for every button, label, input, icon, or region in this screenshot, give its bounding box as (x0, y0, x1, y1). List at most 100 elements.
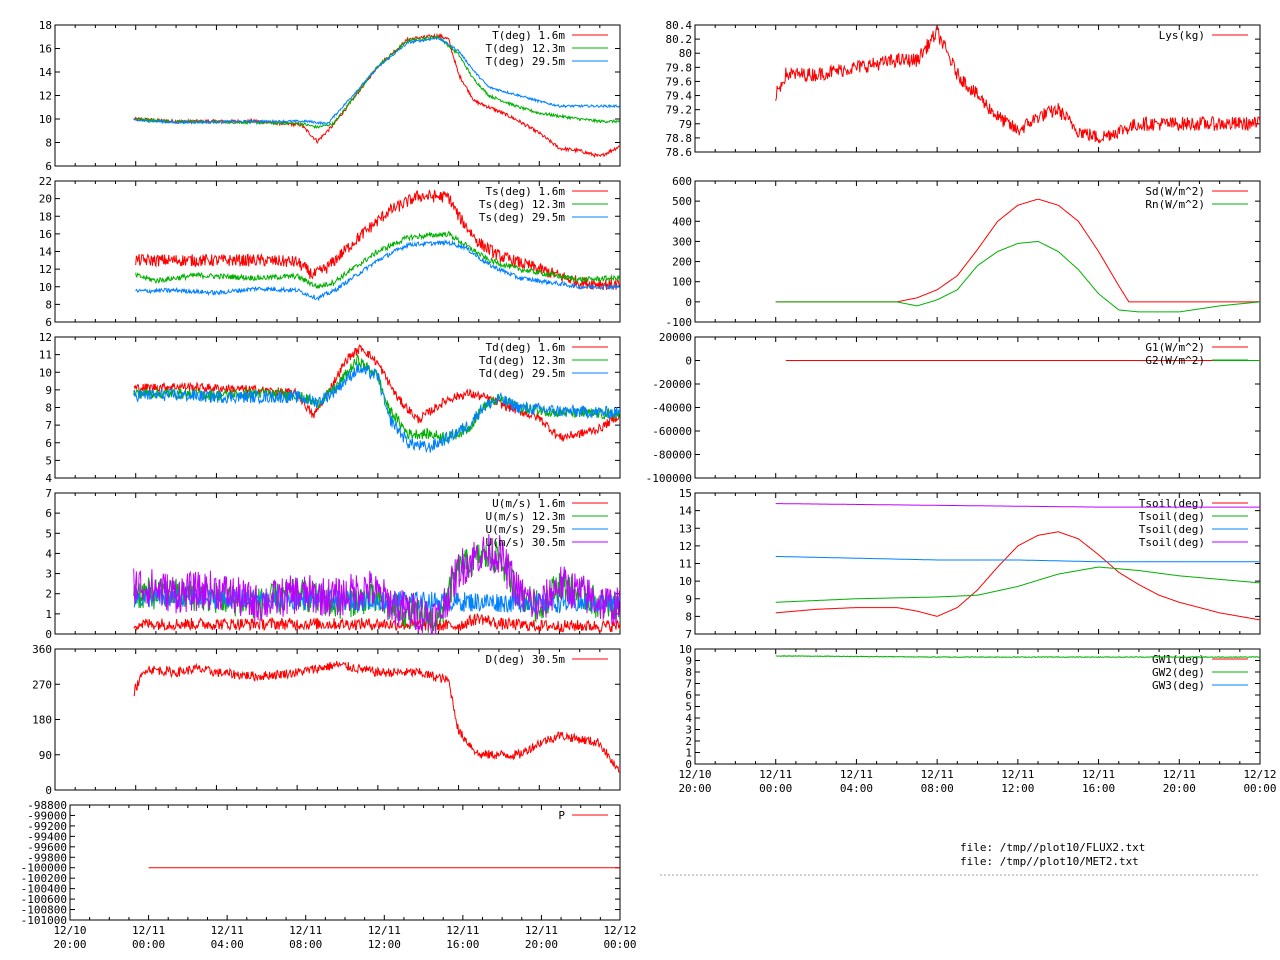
y-tick-label: 7 (685, 678, 692, 691)
x-tick-label: 12/11 (1163, 768, 1196, 781)
y-tick-label: 300 (672, 235, 692, 248)
panel-p: -101000-100800-100600-100400-100200-1000… (21, 799, 637, 951)
y-tick-label: 180 (32, 714, 52, 727)
x-tick-label: 20:00 (678, 782, 711, 795)
y-tick-label: 79 (679, 118, 692, 131)
legend-label: Ts(deg) 12.3m (479, 198, 565, 211)
y-tick-label: 1 (45, 608, 52, 621)
y-tick-label: 6 (685, 689, 692, 702)
legend-label: U(m/s) 30.5m (486, 536, 566, 549)
series-line-u-3 (133, 533, 620, 634)
x-tick-label: 00:00 (132, 938, 165, 951)
y-tick-label: -99200 (27, 820, 67, 833)
y-tick-label: 14 (679, 505, 693, 518)
legend-label: Tsoil(deg) (1139, 497, 1205, 510)
panel-d: 0 90 180 270 360 D(deg) 30.5m (32, 643, 621, 797)
footer-file-met: file: /tmp//plot10/MET2.txt (960, 855, 1139, 868)
y-tick-label: 79.4 (666, 90, 693, 103)
x-tick-label: 12/11 (1082, 768, 1115, 781)
y-tick-label: 6 (45, 160, 52, 173)
x-tick-label: 12/11 (921, 768, 954, 781)
panel-t: 6 8 10 12 14 16 18 T(deg) 1.6mT(deg) 12.3mT(deg… (39, 19, 621, 173)
y-tick-label: 16 (39, 228, 52, 241)
x-tick-label: 12:00 (1001, 782, 1034, 795)
legend-label: U(m/s) 1.6m (492, 497, 565, 510)
panel-gw: 01234567891012/1020:0012/1100:0012/1104:… (678, 643, 1276, 795)
x-tick-label: 12/10 (53, 924, 86, 937)
y-tick-label: 20 (39, 193, 52, 206)
y-tick-label: 80.4 (666, 19, 693, 32)
y-tick-label: 7 (45, 419, 52, 432)
legend-label: T(deg) 1.6m (492, 29, 565, 42)
y-tick-label: 8 (45, 402, 52, 415)
y-tick-label: 6 (45, 437, 52, 450)
legend-label: GW2(deg) (1152, 666, 1205, 679)
y-tick-label: 10 (39, 113, 52, 126)
y-tick-label: -100 (666, 316, 693, 329)
y-tick-label: 9 (685, 655, 692, 668)
legend-label: U(m/s) 12.3m (486, 510, 566, 523)
legend-label: Tsoil(deg) (1139, 536, 1205, 549)
y-tick-label: -99800 (27, 851, 67, 864)
y-tick-label: -20000 (652, 378, 692, 391)
series-line-t-2 (133, 36, 620, 126)
series-line-t-1 (133, 34, 620, 130)
y-tick-label: 13 (679, 522, 692, 535)
legend-label: Ts(deg) 1.6m (486, 185, 566, 198)
legend-label: Td(deg) 12.3m (479, 354, 565, 367)
x-tick-label: 12/12 (603, 924, 636, 937)
y-tick-label: 10 (39, 281, 52, 294)
x-tick-label: 08:00 (921, 782, 954, 795)
x-tick-label: 00:00 (603, 938, 636, 951)
y-tick-label: -99000 (27, 809, 67, 822)
x-tick-label: 20:00 (1163, 782, 1196, 795)
x-tick-label: 00:00 (759, 782, 792, 795)
x-tick-label: 00:00 (1243, 782, 1276, 795)
y-tick-label: 8 (685, 610, 692, 623)
series-line-tsoil-1 (775, 566, 1260, 603)
series-line-tsoil-3 (775, 503, 1260, 508)
series-line-u-0 (133, 613, 620, 633)
y-tick-label: 8 (45, 137, 52, 150)
y-tick-label: 5 (685, 701, 692, 714)
y-tick-label: -100800 (21, 904, 67, 917)
series-line-ts-2 (135, 238, 620, 302)
series-line-td-2 (133, 363, 620, 454)
y-tick-label: 90 (39, 749, 52, 762)
y-tick-label: 0 (685, 758, 692, 771)
y-tick-label: 0 (685, 355, 692, 368)
x-tick-label: 12/10 (678, 768, 711, 781)
y-tick-label: -100200 (21, 872, 67, 885)
x-tick-label: 20:00 (53, 938, 86, 951)
x-tick-label: 04:00 (211, 938, 244, 951)
y-tick-label: 18 (39, 210, 52, 223)
series-line-td-0 (133, 344, 620, 443)
series-line-rad-0 (775, 198, 1260, 303)
y-tick-label: 4 (45, 547, 52, 560)
series-line-rad-1 (775, 240, 1260, 313)
y-tick-label: 8 (685, 666, 692, 679)
y-tick-label: 200 (672, 256, 692, 269)
x-tick-label: 12/11 (132, 924, 165, 937)
y-tick-label: 5 (45, 527, 52, 540)
y-tick-label: 78.6 (666, 146, 693, 159)
y-tick-label: 12 (39, 331, 52, 344)
y-tick-label: 5 (45, 454, 52, 467)
series-line-tsoil-2 (775, 556, 1260, 563)
series-line-d-0 (133, 660, 620, 773)
legend-label: Tsoil(deg) (1139, 523, 1205, 536)
y-tick-label: 2 (45, 588, 52, 601)
x-tick-label: 12/11 (211, 924, 244, 937)
y-tick-label: 7 (45, 487, 52, 500)
y-tick-label: 16 (39, 43, 52, 56)
y-tick-label: 12 (39, 263, 52, 276)
x-tick-label: 04:00 (840, 782, 873, 795)
y-tick-label: 14 (39, 246, 53, 259)
y-tick-label: 80.2 (666, 33, 693, 46)
x-tick-label: 12/11 (525, 924, 558, 937)
series-line-ts-1 (135, 231, 620, 289)
x-tick-label: 12/11 (446, 924, 479, 937)
y-tick-label: -100400 (21, 883, 67, 896)
footer-file-flux: file: /tmp//plot10/FLUX2.txt (960, 841, 1145, 854)
